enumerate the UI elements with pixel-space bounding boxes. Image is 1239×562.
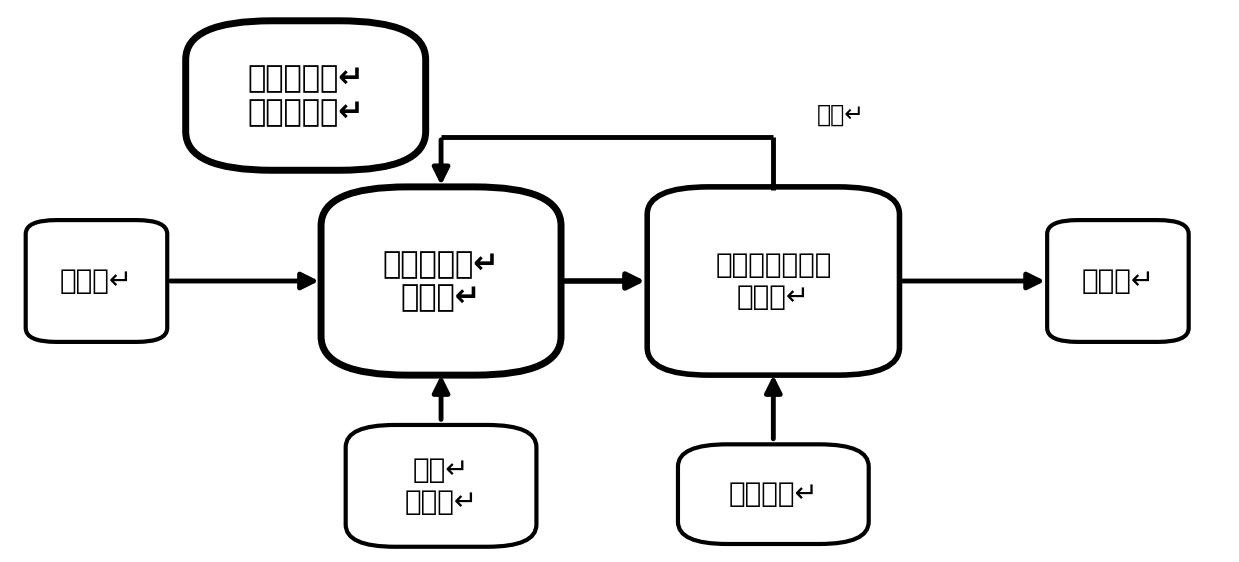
FancyBboxPatch shape [647, 187, 900, 375]
Text: 紫外消毒↵: 紫外消毒↵ [729, 480, 818, 508]
Text: 回流↵: 回流↵ [817, 103, 865, 127]
Text: 平板微滤膜组件
反应器↵: 平板微滤膜组件 反应器↵ [715, 251, 831, 311]
FancyBboxPatch shape [346, 425, 536, 547]
Text: 藻类生物膜↵
反应器↵: 藻类生物膜↵ 反应器↵ [383, 250, 499, 312]
Text: 藻类生物膜↵
培养及驯化↵: 藻类生物膜↵ 培养及驯化↵ [248, 64, 364, 127]
Text: 进水筱↵: 进水筱↵ [59, 267, 133, 295]
FancyBboxPatch shape [678, 445, 869, 544]
Text: 载体↵
预处理↵: 载体↵ 预处理↵ [404, 456, 477, 516]
FancyBboxPatch shape [186, 21, 426, 170]
FancyBboxPatch shape [321, 187, 561, 375]
FancyBboxPatch shape [1047, 220, 1188, 342]
Text: 出水筱↵: 出水筱↵ [1082, 267, 1155, 295]
FancyBboxPatch shape [26, 220, 167, 342]
